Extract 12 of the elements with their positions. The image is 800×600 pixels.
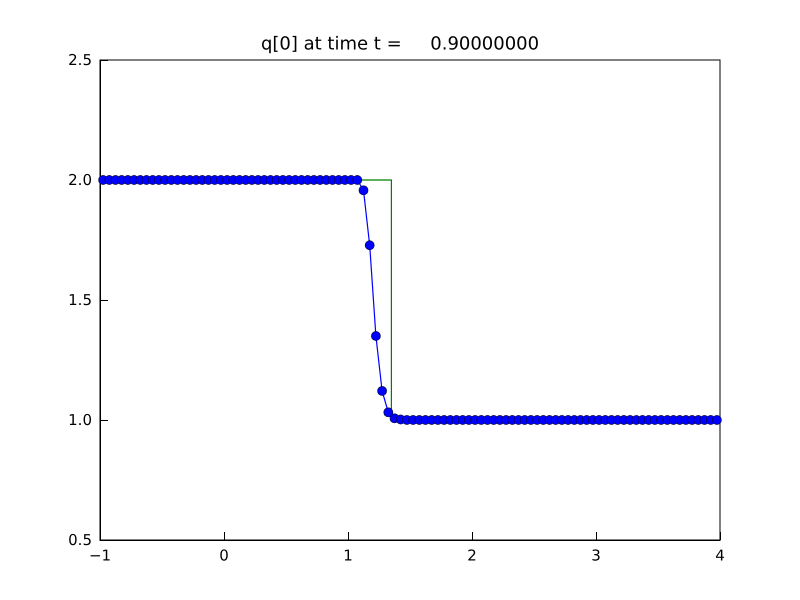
- y-tick-label: 1.5: [68, 291, 92, 309]
- y-tick-label: 2.5: [68, 51, 92, 69]
- y-tick-label: 2.0: [68, 171, 92, 189]
- x-tick-label: 0: [219, 546, 229, 564]
- x-tick-label: 2: [467, 546, 477, 564]
- y-tick-label: 0.5: [68, 531, 92, 549]
- x-tick-label: −1: [88, 546, 112, 564]
- chart-title: q[0] at time t = 0.90000000: [260, 34, 540, 54]
- x-tick-label: 1: [343, 546, 353, 564]
- y-tick-label: 1.0: [68, 411, 92, 429]
- x-tick-label: 3: [591, 546, 601, 564]
- x-tick-label: 4: [715, 546, 725, 564]
